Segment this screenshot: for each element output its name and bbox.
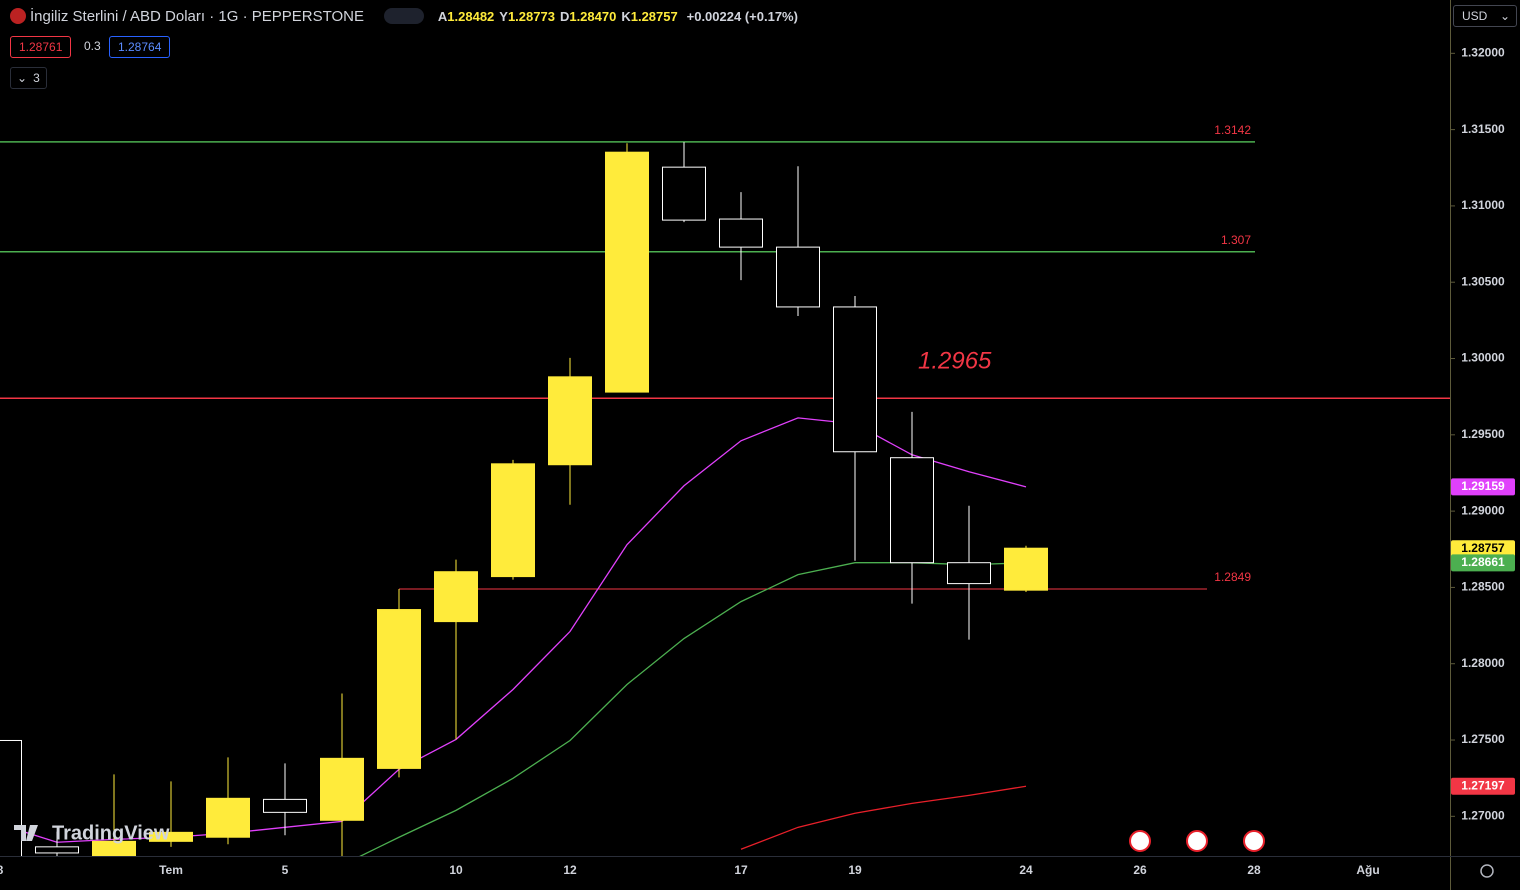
price-badge [1451,554,1515,572]
x-tick-label: 24 [1019,863,1033,877]
y-tick-label: 1.29000 [1461,503,1505,517]
y-tick-label: 1.29500 [1461,427,1505,441]
x-tick-label: 17 [734,863,748,877]
ohlc-value: 1.28757 [630,9,678,24]
candle-body [1004,547,1048,591]
ohlc-key: K [621,9,631,24]
candle-body [890,457,934,564]
ohlc-key: D [559,9,570,24]
x-tick-label: Tem [159,863,183,877]
status-pill[interactable] [383,8,424,24]
y-tick-label: 1.32000 [1461,45,1505,59]
candle-body [605,151,649,393]
candle-body [0,739,22,856]
y-tick-label: 1.31500 [1461,122,1505,136]
symbol-flag [10,8,26,24]
price-badge-label: 1.28661 [1461,555,1505,569]
price-badge-label: 1.29159 [1461,479,1505,493]
currency: USD [1462,9,1488,23]
candle-body [206,797,250,838]
symbol-title[interactable]: İngiliz Sterlini / ABD Doları · 1G · PEP… [30,8,364,25]
event-icon[interactable] [1243,830,1265,852]
candle-body [149,831,193,842]
y-tick-label: 1.27500 [1461,732,1505,746]
currency-select[interactable]: USD ⌄ [1453,5,1517,27]
candle-body [548,376,592,466]
spread: 0.3 [84,39,101,53]
candle-body [662,166,706,221]
moving-average [740,785,1027,850]
level-label: 1.3142 [1214,123,1251,137]
candle-body [377,609,421,769]
candle-body [92,840,136,856]
logo-mark [14,825,38,841]
x-tick-label: 5 [282,863,289,877]
candle-body [491,463,535,578]
event-icon[interactable] [1129,830,1151,852]
price-badge [1451,777,1515,795]
ohlc-value: 1.28482 [447,9,495,24]
level-label: 1.307 [1221,233,1251,247]
x-tick-label: 12 [563,863,577,877]
x-tick-label: 8 [0,863,4,877]
price-badge [1451,478,1515,496]
ohlc-key: Y [499,9,508,24]
y-tick-label: 1.28000 [1461,656,1505,670]
candle-body [719,218,763,248]
indicator-toggle[interactable]: ⌄ 3 [10,67,47,89]
y-tick-label: 1.31000 [1461,198,1505,212]
candle-body [35,846,79,854]
logo-text: TradingView [52,822,170,844]
y-tick-label: 1.30000 [1461,351,1505,365]
ohlc: A1.28482 Y1.28773 D1.28470 K1.28757 [438,9,683,24]
candle-body [434,571,478,623]
chevron: ⌄ [17,71,28,85]
event-icons[interactable] [1129,830,1265,852]
candle-body [833,306,877,453]
candle-body [947,562,991,585]
y-tick-label: 1.30500 [1461,274,1505,288]
candle-body [320,757,364,821]
annotation: 1.2965 [918,347,992,374]
x-tick-label: 10 [449,863,463,877]
chevron: ⌄ [1499,9,1510,23]
bid-button[interactable]: 1.28761 [10,36,72,58]
price-badge-label: 1.27197 [1461,778,1505,792]
x-tick-label: Ağu [1356,863,1379,877]
x-tick-label: 28 [1247,863,1261,877]
ask-button[interactable]: 1.28764 [109,36,171,58]
candle-body [263,798,307,813]
plot-area: 1.3142 1.307 1.2849 1.2965 [0,123,1450,856]
symbol-header: İngiliz Sterlini / ABD Doları · 1G · PEP… [10,8,798,25]
change: +0.00224 (+0.17%) [686,9,798,24]
ohlc-value: 1.28470 [569,9,617,24]
x-tick-label: 19 [848,863,862,877]
candle-body [776,246,820,308]
x-tick-label: 26 [1133,863,1147,877]
y-tick-label: 1.27000 [1461,808,1505,822]
ohlc-key: A [437,9,448,24]
event-icon[interactable] [1186,830,1208,852]
price-badge-label: 1.28757 [1461,541,1505,555]
y-tick-label: 1.28500 [1461,580,1505,594]
indicator-count: 3 [33,71,40,85]
ohlc-value: 1.28773 [507,9,555,24]
settings-icon[interactable] [1480,864,1494,878]
level-label: 1.2849 [1214,570,1251,584]
